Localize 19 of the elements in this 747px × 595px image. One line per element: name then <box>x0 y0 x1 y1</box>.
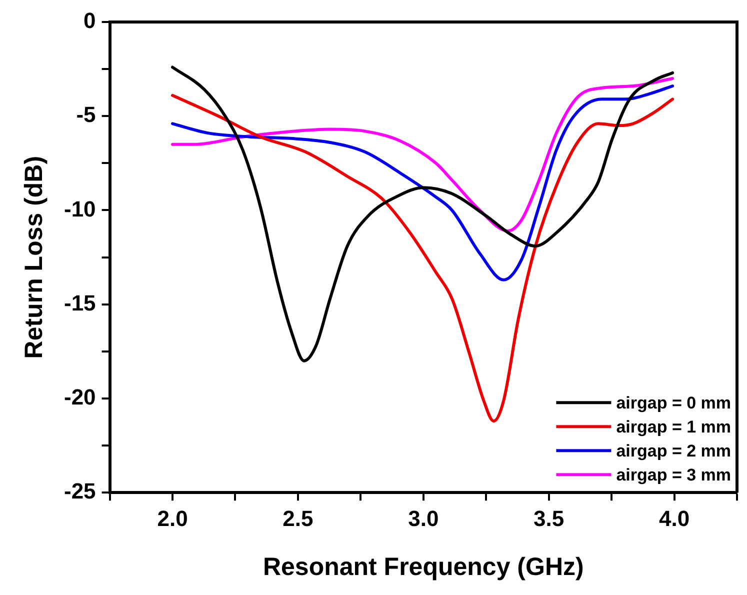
legend-label: airgap = 3 mm <box>616 465 732 484</box>
y-tick-label: -5 <box>76 102 96 128</box>
x-axis-title: Resonant Frequency (GHz) <box>262 552 584 581</box>
legend-label: airgap = 0 mm <box>616 393 732 412</box>
legend-label: airgap = 2 mm <box>616 441 732 460</box>
y-tick-label: -25 <box>64 478 96 504</box>
line-series <box>171 66 674 362</box>
x-tick-label: 3.5 <box>534 506 564 531</box>
y-axis-title: Return Loss (dB) <box>20 156 48 359</box>
y-tick-label: -20 <box>64 384 96 410</box>
x-tick-label: 2.5 <box>282 506 314 531</box>
legend-label: airgap = 1 mm <box>616 417 732 436</box>
line-series <box>171 84 674 282</box>
x-tick-label: 2.0 <box>157 506 188 531</box>
x-tick-label: 4.0 <box>658 506 690 531</box>
y-tick-label: -15 <box>64 290 96 316</box>
y-tick-label: 0 <box>84 8 96 34</box>
y-tick-label: -10 <box>64 196 96 222</box>
x-tick-label: 3.0 <box>408 506 439 531</box>
